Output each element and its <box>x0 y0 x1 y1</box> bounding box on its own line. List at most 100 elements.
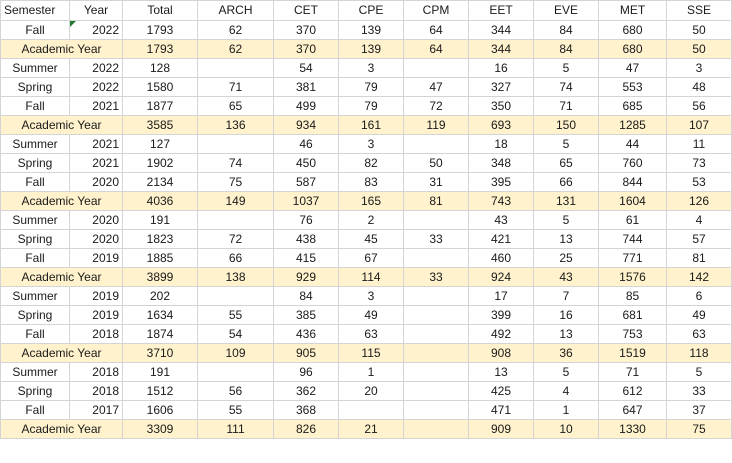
value-cell-cpm[interactable]: 50 <box>403 153 469 173</box>
value-cell-cet[interactable]: 415 <box>273 248 339 268</box>
year-cell[interactable]: 2022 <box>69 20 123 40</box>
value-cell-eve[interactable]: 1 <box>533 400 599 420</box>
value-cell-cpm[interactable]: 119 <box>403 115 469 135</box>
value-cell-total[interactable]: 127 <box>122 134 198 154</box>
value-cell-cpm[interactable]: 47 <box>403 77 469 97</box>
value-cell-cpe[interactable]: 20 <box>338 381 404 401</box>
value-cell-eve[interactable]: 16 <box>533 305 599 325</box>
value-cell-cet[interactable]: 370 <box>273 20 339 40</box>
value-cell-met[interactable]: 85 <box>598 286 667 306</box>
value-cell-cpe[interactable]: 115 <box>338 343 404 363</box>
year-cell[interactable]: 2020 <box>69 229 123 249</box>
value-cell-cpm[interactable] <box>403 324 469 344</box>
value-cell-met[interactable]: 44 <box>598 134 667 154</box>
value-cell-cet[interactable]: 438 <box>273 229 339 249</box>
value-cell-sse[interactable]: 57 <box>666 229 732 249</box>
semester-cell[interactable]: Fall <box>0 248 70 268</box>
value-cell-total[interactable]: 1877 <box>122 96 198 116</box>
value-cell-eve[interactable]: 71 <box>533 96 599 116</box>
value-cell-cpm[interactable]: 72 <box>403 96 469 116</box>
value-cell-cpm[interactable] <box>403 419 469 439</box>
value-cell-cpe[interactable]: 139 <box>338 20 404 40</box>
value-cell-eve[interactable]: 5 <box>533 58 599 78</box>
value-cell-arch[interactable] <box>197 134 274 154</box>
value-cell-arch[interactable]: 66 <box>197 248 274 268</box>
semester-cell[interactable]: Fall <box>0 400 70 420</box>
year-cell[interactable]: 2018 <box>69 362 123 382</box>
year-cell[interactable]: 2021 <box>69 96 123 116</box>
value-cell-cpm[interactable]: 64 <box>403 39 469 59</box>
value-cell-cpe[interactable]: 45 <box>338 229 404 249</box>
value-cell-eet[interactable]: 350 <box>468 96 534 116</box>
value-cell-total[interactable]: 1793 <box>122 20 198 40</box>
academic-year-label-cell[interactable]: Academic Year <box>0 343 123 363</box>
value-cell-total[interactable]: 2134 <box>122 172 198 192</box>
value-cell-arch[interactable]: 71 <box>197 77 274 97</box>
value-cell-eet[interactable]: 492 <box>468 324 534 344</box>
value-cell-cpm[interactable]: 33 <box>403 267 469 287</box>
value-cell-sse[interactable]: 126 <box>666 191 732 211</box>
value-cell-total[interactable]: 191 <box>122 210 198 230</box>
value-cell-arch[interactable] <box>197 362 274 382</box>
value-cell-met[interactable]: 71 <box>598 362 667 382</box>
value-cell-sse[interactable]: 6 <box>666 286 732 306</box>
column-header-cpe[interactable]: CPE <box>338 0 404 21</box>
value-cell-eet[interactable]: 421 <box>468 229 534 249</box>
value-cell-met[interactable]: 1519 <box>598 343 667 363</box>
year-cell[interactable]: 2019 <box>69 305 123 325</box>
value-cell-met[interactable]: 1285 <box>598 115 667 135</box>
value-cell-sse[interactable]: 53 <box>666 172 732 192</box>
value-cell-met[interactable]: 61 <box>598 210 667 230</box>
value-cell-arch[interactable]: 109 <box>197 343 274 363</box>
value-cell-cpm[interactable] <box>403 362 469 382</box>
value-cell-total[interactable]: 4036 <box>122 191 198 211</box>
value-cell-sse[interactable]: 81 <box>666 248 732 268</box>
year-cell[interactable]: 2022 <box>69 77 123 97</box>
value-cell-arch[interactable]: 54 <box>197 324 274 344</box>
value-cell-met[interactable]: 647 <box>598 400 667 420</box>
value-cell-eve[interactable]: 131 <box>533 191 599 211</box>
value-cell-sse[interactable]: 118 <box>666 343 732 363</box>
value-cell-eve[interactable]: 43 <box>533 267 599 287</box>
value-cell-eet[interactable]: 399 <box>468 305 534 325</box>
value-cell-arch[interactable]: 62 <box>197 39 274 59</box>
semester-cell[interactable]: Summer <box>0 286 70 306</box>
value-cell-arch[interactable] <box>197 58 274 78</box>
year-cell[interactable]: 2021 <box>69 153 123 173</box>
value-cell-eet[interactable]: 460 <box>468 248 534 268</box>
value-cell-eve[interactable]: 5 <box>533 210 599 230</box>
column-header-sse[interactable]: SSE <box>666 0 732 21</box>
value-cell-met[interactable]: 680 <box>598 39 667 59</box>
value-cell-met[interactable]: 680 <box>598 20 667 40</box>
value-cell-met[interactable]: 1604 <box>598 191 667 211</box>
value-cell-total[interactable]: 1902 <box>122 153 198 173</box>
value-cell-total[interactable]: 3899 <box>122 267 198 287</box>
value-cell-arch[interactable]: 149 <box>197 191 274 211</box>
value-cell-cpe[interactable]: 165 <box>338 191 404 211</box>
value-cell-total[interactable]: 1874 <box>122 324 198 344</box>
value-cell-cet[interactable]: 96 <box>273 362 339 382</box>
value-cell-total[interactable]: 1885 <box>122 248 198 268</box>
value-cell-cet[interactable]: 381 <box>273 77 339 97</box>
column-header-eet[interactable]: EET <box>468 0 534 21</box>
value-cell-eet[interactable]: 908 <box>468 343 534 363</box>
semester-cell[interactable]: Fall <box>0 324 70 344</box>
value-cell-cpe[interactable]: 49 <box>338 305 404 325</box>
value-cell-cpm[interactable]: 33 <box>403 229 469 249</box>
value-cell-met[interactable]: 844 <box>598 172 667 192</box>
column-header-arch[interactable]: ARCH <box>197 0 274 21</box>
value-cell-eve[interactable]: 5 <box>533 362 599 382</box>
value-cell-sse[interactable]: 56 <box>666 96 732 116</box>
value-cell-eve[interactable]: 84 <box>533 39 599 59</box>
value-cell-cet[interactable]: 54 <box>273 58 339 78</box>
value-cell-total[interactable]: 3710 <box>122 343 198 363</box>
value-cell-eve[interactable]: 25 <box>533 248 599 268</box>
academic-year-label-cell[interactable]: Academic Year <box>0 191 123 211</box>
value-cell-eve[interactable]: 150 <box>533 115 599 135</box>
value-cell-cpe[interactable]: 114 <box>338 267 404 287</box>
year-cell[interactable]: 2020 <box>69 172 123 192</box>
value-cell-cpm[interactable] <box>403 343 469 363</box>
value-cell-cpe[interactable]: 139 <box>338 39 404 59</box>
value-cell-met[interactable]: 685 <box>598 96 667 116</box>
semester-cell[interactable]: Summer <box>0 362 70 382</box>
